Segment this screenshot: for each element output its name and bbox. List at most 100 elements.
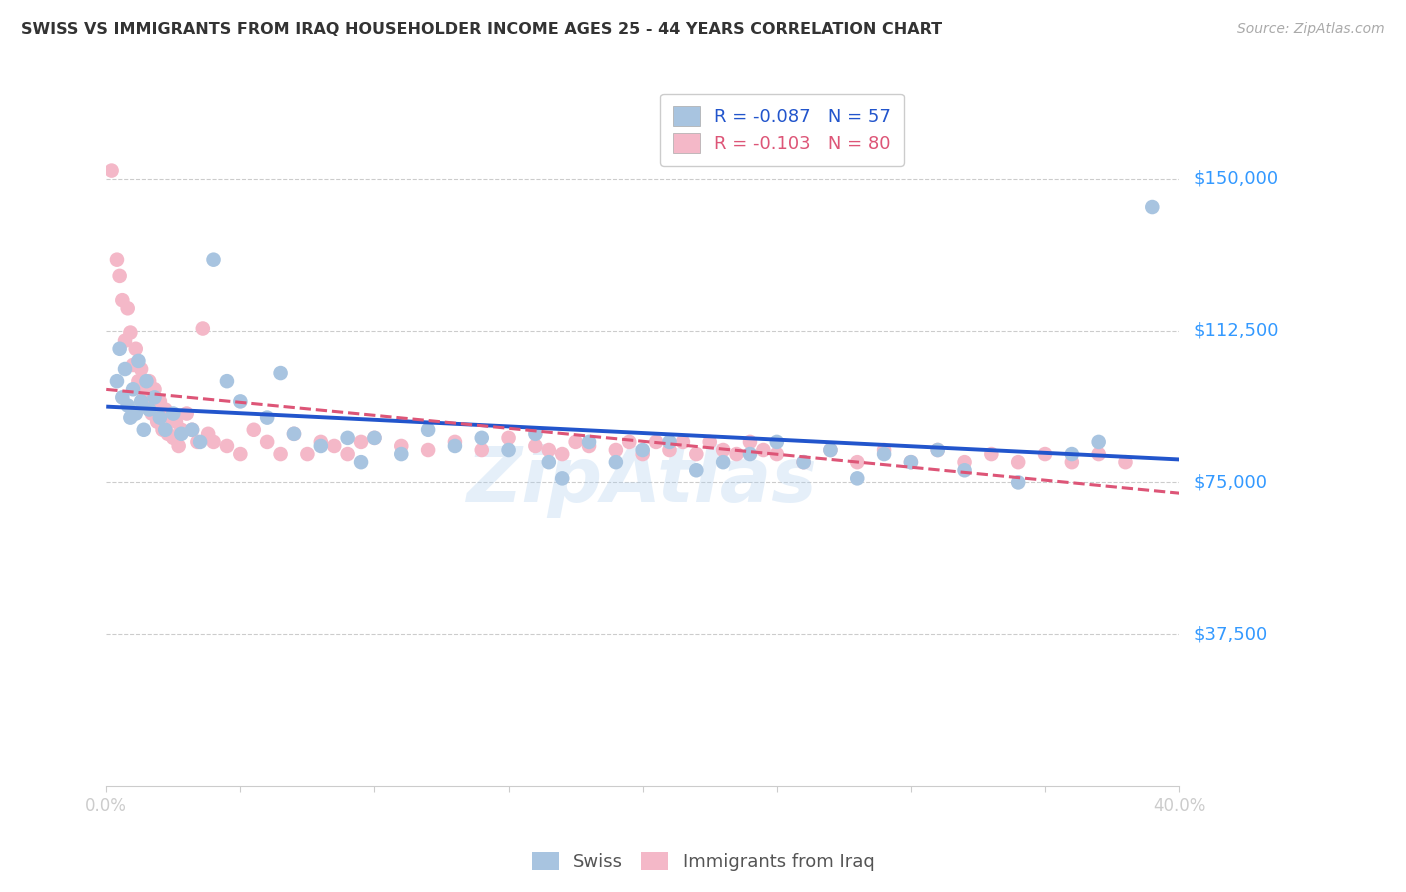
Text: $150,000: $150,000	[1194, 169, 1278, 187]
Point	[685, 463, 707, 477]
Point	[927, 443, 949, 458]
Point	[108, 342, 131, 356]
Point	[820, 443, 842, 458]
Point	[143, 382, 166, 396]
Point	[524, 426, 547, 441]
Point	[900, 455, 922, 469]
Point	[152, 423, 174, 437]
Point	[820, 443, 842, 458]
Point	[793, 455, 815, 469]
Point	[186, 434, 208, 449]
Point	[114, 362, 136, 376]
Point	[578, 439, 600, 453]
Point	[100, 163, 122, 178]
Point	[336, 447, 359, 461]
Point	[122, 358, 145, 372]
Point	[389, 439, 412, 453]
Point	[143, 390, 166, 404]
Point	[658, 434, 681, 449]
Legend: Swiss, Immigrants from Iraq: Swiss, Immigrants from Iraq	[524, 845, 882, 879]
Point	[980, 447, 1002, 461]
Point	[197, 426, 219, 441]
Point	[242, 423, 264, 437]
Point	[138, 402, 160, 417]
Point	[181, 423, 204, 437]
Point	[537, 455, 560, 469]
Point	[191, 321, 214, 335]
Point	[127, 354, 149, 368]
Point	[1060, 447, 1083, 461]
Text: Source: ZipAtlas.com: Source: ZipAtlas.com	[1237, 22, 1385, 37]
Point	[162, 407, 184, 421]
Point	[846, 471, 869, 485]
Point	[127, 374, 149, 388]
Text: $75,000: $75,000	[1194, 474, 1267, 491]
Point	[114, 334, 136, 348]
Point	[711, 455, 734, 469]
Point	[167, 439, 190, 453]
Point	[270, 447, 292, 461]
Point	[699, 434, 721, 449]
Point	[631, 443, 654, 458]
Point	[444, 439, 467, 453]
Point	[256, 410, 278, 425]
Point	[165, 415, 187, 429]
Point	[229, 447, 252, 461]
Point	[122, 382, 145, 396]
Point	[873, 447, 896, 461]
Point	[765, 447, 787, 461]
Point	[176, 407, 198, 421]
Point	[162, 431, 184, 445]
Point	[105, 374, 128, 388]
Point	[323, 439, 346, 453]
Point	[444, 434, 467, 449]
Point	[146, 415, 169, 429]
Point	[170, 426, 193, 441]
Point	[309, 434, 332, 449]
Point	[132, 386, 155, 401]
Point	[416, 423, 439, 437]
Point	[111, 293, 134, 308]
Point	[1007, 455, 1029, 469]
Point	[156, 426, 179, 441]
Point	[672, 434, 695, 449]
Point	[149, 394, 172, 409]
Point	[619, 434, 641, 449]
Point	[155, 402, 177, 417]
Point	[631, 447, 654, 461]
Point	[229, 394, 252, 409]
Point	[846, 455, 869, 469]
Point	[159, 410, 181, 425]
Point	[283, 426, 305, 441]
Point	[129, 394, 152, 409]
Point	[111, 390, 134, 404]
Point	[900, 455, 922, 469]
Point	[711, 443, 734, 458]
Point	[752, 443, 775, 458]
Point	[1087, 447, 1109, 461]
Point	[132, 423, 155, 437]
Point	[117, 399, 139, 413]
Point	[645, 434, 668, 449]
Point	[283, 426, 305, 441]
Point	[141, 407, 163, 421]
Point	[738, 434, 761, 449]
Point	[202, 434, 225, 449]
Text: $37,500: $37,500	[1194, 625, 1267, 643]
Point	[551, 447, 574, 461]
Point	[1007, 475, 1029, 490]
Point	[471, 431, 494, 445]
Text: ZipAtlas: ZipAtlas	[467, 444, 818, 518]
Point	[117, 301, 139, 316]
Point	[953, 455, 976, 469]
Point	[416, 443, 439, 458]
Point	[336, 431, 359, 445]
Legend: R = -0.087   N = 57, R = -0.103   N = 80: R = -0.087 N = 57, R = -0.103 N = 80	[661, 94, 904, 166]
Point	[537, 443, 560, 458]
Point	[471, 443, 494, 458]
Point	[181, 423, 204, 437]
Point	[120, 326, 142, 340]
Point	[215, 439, 238, 453]
Point	[105, 252, 128, 267]
Point	[108, 268, 131, 283]
